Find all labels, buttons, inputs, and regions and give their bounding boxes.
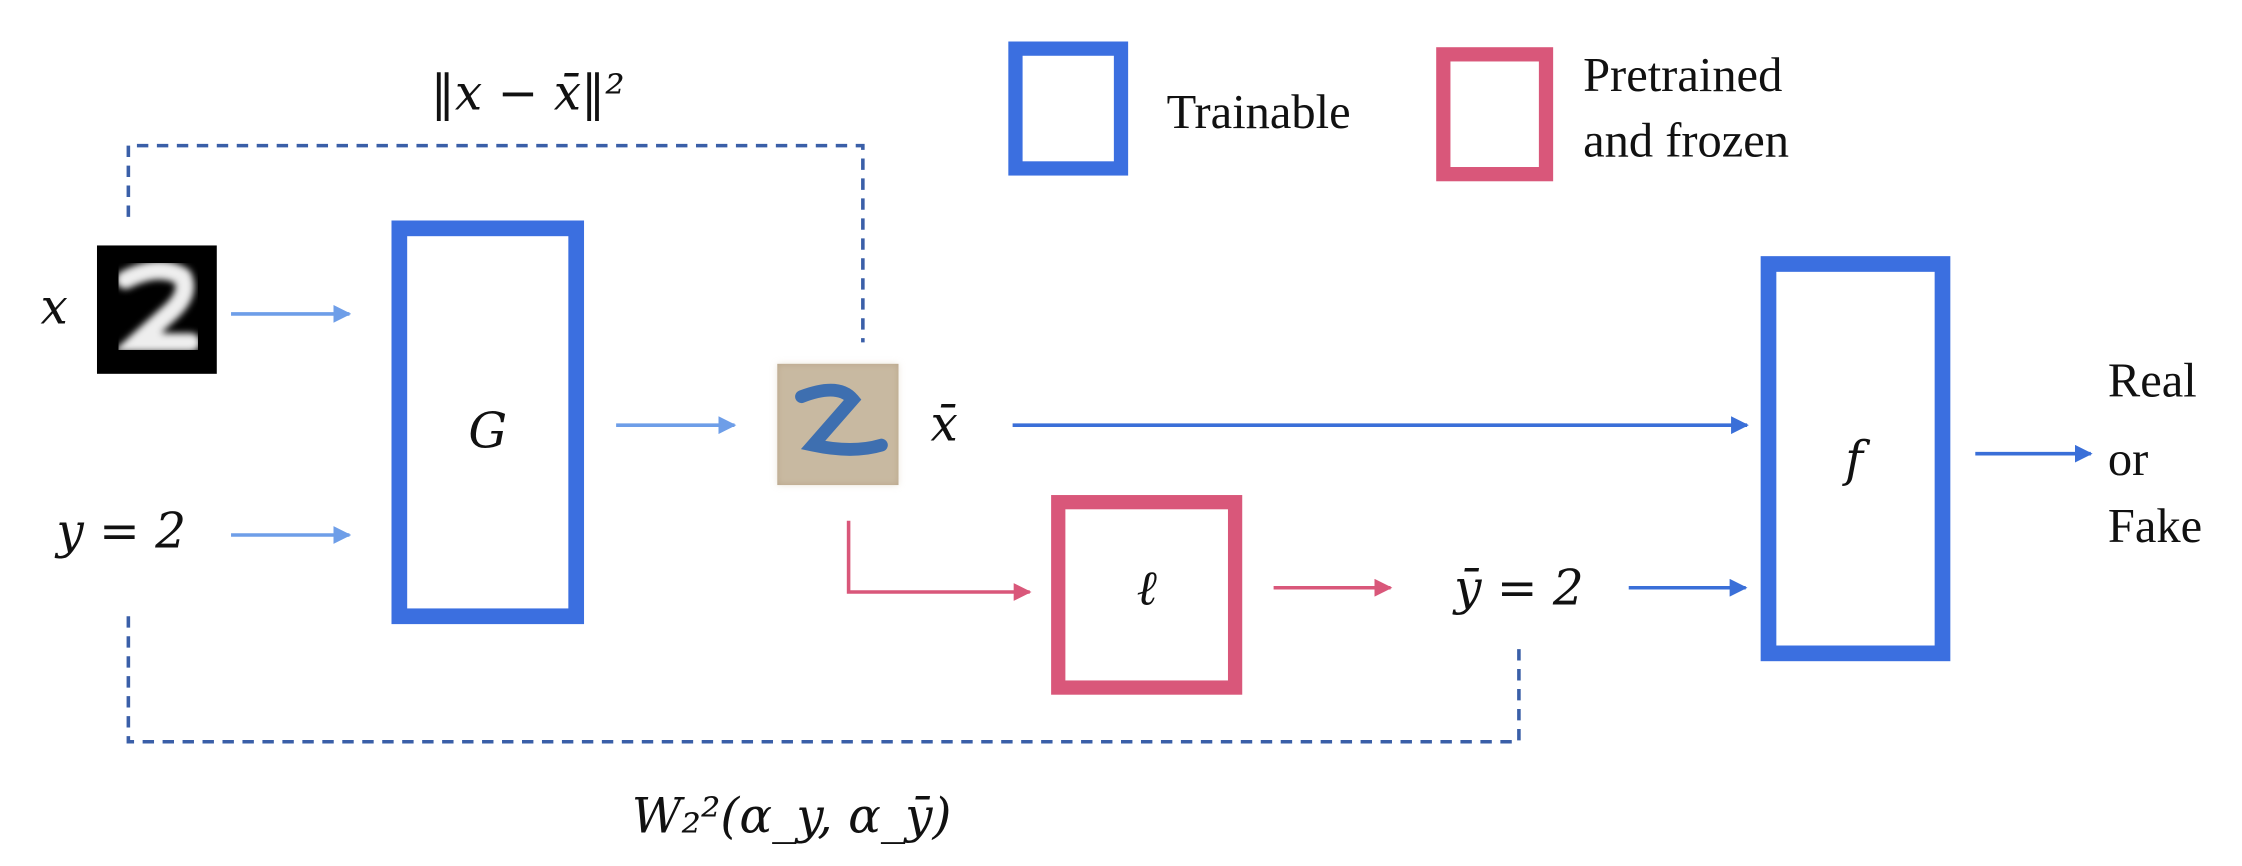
legend-label: Pretrained [1583, 49, 1782, 102]
legend-label: and frozen [1583, 115, 1789, 168]
node-label: ℓ [1137, 561, 1157, 617]
loss-label: ‖x − x̄‖² [431, 66, 625, 122]
node-label: G [468, 404, 507, 460]
output-label: Fake [2108, 500, 2202, 553]
node-label: f [1842, 432, 1871, 488]
legend-trainable-swatch [1015, 49, 1121, 169]
dashed-connector [128, 616, 1519, 742]
input-label: y = 2 [54, 503, 186, 559]
diagram: Trainable Pretrained and frozen ‖x − x̄‖… [0, 0, 2242, 866]
output-label: Real [2108, 354, 2197, 407]
legend-frozen-swatch [1443, 54, 1546, 174]
generated-label: x̄ [930, 397, 957, 453]
output-label: or [2108, 433, 2148, 486]
loss-label: W₂²(α_y, α_ȳ) [632, 789, 952, 845]
arrow [849, 521, 1030, 592]
generated-label: ȳ = 2 [1452, 561, 1584, 617]
legend-label: Trainable [1167, 86, 1351, 139]
input-label: x [41, 280, 68, 336]
